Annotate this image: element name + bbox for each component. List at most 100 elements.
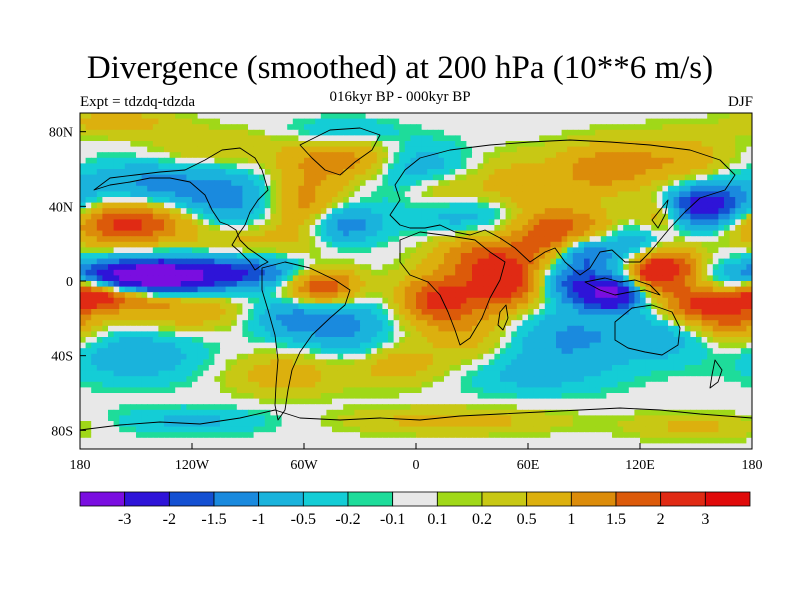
field-cell xyxy=(304,208,311,215)
field-cell xyxy=(679,303,686,310)
field-cell xyxy=(668,253,675,260)
field-cell xyxy=(466,202,473,209)
field-cell xyxy=(152,303,159,310)
field-cell xyxy=(460,258,467,265)
field-cell xyxy=(662,180,669,187)
field-cell xyxy=(645,135,652,142)
field-cell xyxy=(567,141,574,148)
field-cell xyxy=(259,129,266,136)
field-cell xyxy=(612,225,619,232)
field-cell xyxy=(455,325,462,332)
field-cell xyxy=(304,325,311,332)
field-cell xyxy=(640,124,647,131)
field-cell xyxy=(472,135,479,142)
field-cell xyxy=(466,275,473,282)
field-cell xyxy=(539,269,546,276)
field-cell xyxy=(544,269,551,276)
field-cell xyxy=(477,174,484,181)
field-cell xyxy=(85,202,92,209)
field-cell xyxy=(242,236,249,243)
field-cell xyxy=(516,118,523,125)
field-cell xyxy=(645,320,652,327)
field-cell xyxy=(354,208,361,215)
field-cell xyxy=(684,241,691,248)
field-cell xyxy=(124,180,131,187)
field-cell xyxy=(220,213,227,220)
field-cell xyxy=(690,331,697,338)
field-cell xyxy=(388,185,395,192)
field-cell xyxy=(287,297,294,304)
field-cell xyxy=(466,337,473,344)
field-cell xyxy=(332,225,339,232)
field-cell xyxy=(292,309,299,316)
field-cell xyxy=(746,174,752,181)
field-cell xyxy=(701,230,708,237)
field-cell xyxy=(651,185,658,192)
field-cell xyxy=(735,113,742,120)
field-cell xyxy=(533,146,540,153)
field-cell xyxy=(393,118,400,125)
field-cell xyxy=(718,169,725,176)
field-cell xyxy=(404,169,411,176)
field-cell xyxy=(701,320,708,327)
field-cell xyxy=(444,303,451,310)
field-cell xyxy=(522,146,529,153)
field-cell xyxy=(169,253,176,260)
field-cell xyxy=(522,135,529,142)
field-cell xyxy=(147,202,154,209)
field-cell xyxy=(404,163,411,170)
field-cell xyxy=(444,152,451,159)
field-cell xyxy=(136,197,143,204)
field-cell xyxy=(208,303,215,310)
field-cell xyxy=(192,320,199,327)
field-cell xyxy=(169,247,176,254)
field-cell xyxy=(511,269,518,276)
field-cell xyxy=(572,297,579,304)
field-cell xyxy=(152,269,159,276)
field-cell xyxy=(712,191,719,198)
field-cell xyxy=(348,320,355,327)
field-cell xyxy=(410,191,417,198)
field-cell xyxy=(488,297,495,304)
field-cell xyxy=(662,113,669,120)
field-cell xyxy=(735,197,742,204)
field-cell xyxy=(746,286,752,293)
field-cell xyxy=(248,292,255,299)
field-cell xyxy=(533,141,540,148)
field-cell xyxy=(662,169,669,176)
field-cell xyxy=(124,157,131,164)
field-cell xyxy=(320,309,327,316)
field-cell xyxy=(612,258,619,265)
field-cell xyxy=(354,157,361,164)
field-cell xyxy=(640,230,647,237)
field-cell xyxy=(690,141,697,148)
field-cell xyxy=(236,174,243,181)
field-cell xyxy=(304,191,311,198)
field-cell xyxy=(393,219,400,226)
field-cell xyxy=(505,129,512,136)
field-cell xyxy=(259,342,266,349)
field-cell xyxy=(623,281,630,288)
field-cell xyxy=(455,213,462,220)
field-cell xyxy=(712,208,719,215)
field-cell xyxy=(175,286,182,293)
field-cell xyxy=(326,297,333,304)
field-cell xyxy=(600,253,607,260)
field-cell xyxy=(108,124,115,131)
field-cell xyxy=(488,135,495,142)
field-cell xyxy=(606,264,613,271)
field-cell xyxy=(572,146,579,153)
field-cell xyxy=(80,320,87,327)
field-cell xyxy=(556,129,563,136)
field-cell xyxy=(236,191,243,198)
field-cell xyxy=(505,118,512,125)
field-cell xyxy=(679,208,686,215)
field-cell xyxy=(455,303,462,310)
field-cell xyxy=(365,129,372,136)
field-cell xyxy=(455,180,462,187)
field-cell xyxy=(578,241,585,248)
field-cell xyxy=(438,157,445,164)
field-cell xyxy=(96,197,103,204)
field-cell xyxy=(466,314,473,321)
field-cell xyxy=(707,225,714,232)
